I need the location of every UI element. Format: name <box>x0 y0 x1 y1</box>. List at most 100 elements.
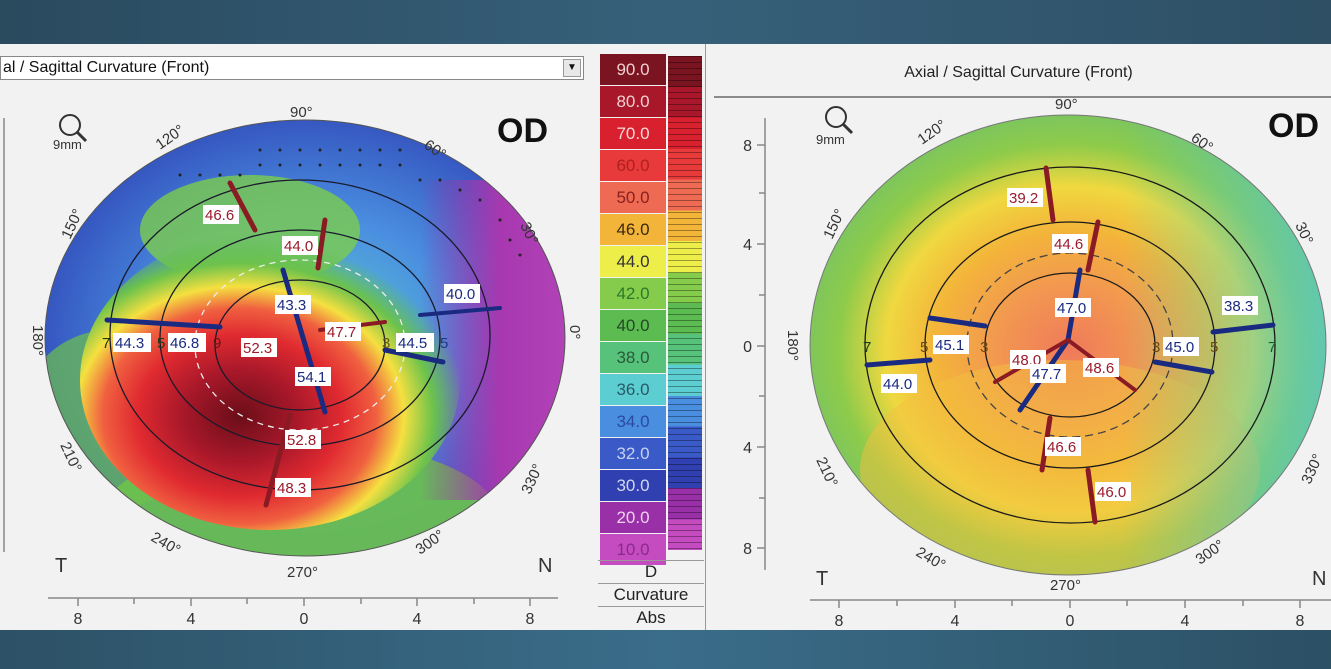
scale-step: 70.0 <box>600 118 666 149</box>
svg-text:4: 4 <box>951 613 960 630</box>
scale-type: Curvature <box>598 583 704 606</box>
svg-text:43.3: 43.3 <box>277 297 306 314</box>
top-decorative-band <box>0 0 1331 44</box>
left-curvature-map: 90° 120° 60° 150° 30° 180° 0° 210° 330° … <box>3 104 583 628</box>
svg-text:39.2: 39.2 <box>1009 190 1038 207</box>
scale-step: 32.0 <box>600 438 666 469</box>
scale-step: 30.0 <box>600 470 666 501</box>
angle-90: 90° <box>290 104 313 121</box>
svg-text:45.0: 45.0 <box>1165 339 1194 356</box>
value-label: 39.2 <box>1007 188 1043 207</box>
value-label: 44.0 <box>282 236 318 255</box>
svg-text:48.6: 48.6 <box>1085 360 1114 377</box>
svg-text:46.6: 46.6 <box>205 207 234 224</box>
magnifier-icon[interactable] <box>825 106 854 135</box>
svg-text:5: 5 <box>1210 339 1218 356</box>
svg-text:44.6: 44.6 <box>1054 236 1083 253</box>
scale-step: 44.0 <box>600 246 666 277</box>
scale-step: 90.0 <box>600 54 666 85</box>
svg-text:3: 3 <box>1152 339 1160 356</box>
value-label: 47.7 <box>1030 364 1066 383</box>
value-label: 43.3 <box>275 295 311 314</box>
svg-text:8: 8 <box>526 611 535 628</box>
svg-text:44.0: 44.0 <box>284 238 313 255</box>
svg-text:52.3: 52.3 <box>243 340 272 357</box>
value-label: 46.6 <box>1045 437 1081 456</box>
value-label: 52.8 <box>285 430 321 449</box>
angle-0: 0° <box>566 325 583 339</box>
scale-step: 80.0 <box>600 86 666 117</box>
scale-step: 46.0 <box>600 214 666 245</box>
zoom-label: 9mm <box>53 137 82 152</box>
value-label: 47.0 <box>1055 298 1091 317</box>
svg-text:46.6: 46.6 <box>1047 439 1076 456</box>
value-label: 44.5 <box>396 333 434 352</box>
value-label: 45.1 <box>933 335 969 354</box>
svg-text:7: 7 <box>1268 339 1276 356</box>
value-label: 46.6 <box>203 205 239 224</box>
svg-text:4: 4 <box>413 611 422 628</box>
svg-text:54.1: 54.1 <box>297 369 326 386</box>
zoom-label: 9mm <box>816 132 845 147</box>
value-label: 47.7 <box>325 322 361 341</box>
svg-text:44.5: 44.5 <box>398 335 427 352</box>
svg-text:47.0: 47.0 <box>1057 300 1086 317</box>
svg-text:4: 4 <box>743 237 752 254</box>
map-type-dropdown[interactable]: al / Sagittal Curvature (Front) ▼ <box>0 56 584 80</box>
value-label: 45.0 <box>1163 337 1199 356</box>
svg-text:8: 8 <box>835 613 844 630</box>
angle-240: 240° <box>148 529 183 559</box>
svg-text:4: 4 <box>743 440 752 457</box>
scale-step: 10.0 <box>600 534 666 565</box>
scale-step: 42.0 <box>600 278 666 309</box>
scale-step: 36.0 <box>600 374 666 405</box>
angle-210: 210° <box>812 455 841 490</box>
eye-label: OD <box>1268 107 1319 145</box>
svg-text:45.1: 45.1 <box>935 337 964 354</box>
scale-step: 38.0 <box>600 342 666 373</box>
temporal-label: T <box>816 568 828 590</box>
angle-240: 240° <box>913 544 948 574</box>
value-label: 44.6 <box>1052 234 1088 253</box>
scale-step: 60.0 <box>600 150 666 181</box>
svg-text:38.3: 38.3 <box>1224 298 1253 315</box>
svg-text:0: 0 <box>300 611 309 628</box>
scale-step: 20.0 <box>600 502 666 533</box>
angle-330: 330° <box>518 461 547 496</box>
value-label: 48.6 <box>1083 358 1119 377</box>
svg-text:9: 9 <box>213 335 221 352</box>
value-label: 48.3 <box>275 478 311 497</box>
scale-step: 34.0 <box>600 406 666 437</box>
svg-text:8: 8 <box>743 541 752 558</box>
value-label: 46.8 <box>168 333 206 352</box>
value-label: 44.3 <box>113 333 151 352</box>
svg-text:4: 4 <box>187 611 196 628</box>
left-map-panel: al / Sagittal Curvature (Front) ▼ <box>0 44 598 630</box>
svg-text:5: 5 <box>920 339 928 356</box>
dropdown-arrow-icon[interactable]: ▼ <box>563 59 581 77</box>
map-type-value: al / Sagittal Curvature (Front) <box>3 59 210 76</box>
svg-text:3: 3 <box>980 339 988 356</box>
title-divider <box>714 96 1331 98</box>
svg-text:7: 7 <box>102 335 110 352</box>
map-title: Axial / Sagittal Curvature (Front) <box>904 64 1133 81</box>
svg-text:5: 5 <box>157 335 165 352</box>
nasal-label: N <box>1312 568 1326 590</box>
svg-text:8: 8 <box>74 611 83 628</box>
eye-label: OD <box>497 112 548 150</box>
svg-text:4: 4 <box>1181 613 1190 630</box>
svg-text:52.8: 52.8 <box>287 432 316 449</box>
right-map-panel: Axial / Sagittal Curvature (Front) <box>706 44 1331 630</box>
svg-text:3: 3 <box>382 335 390 352</box>
svg-text:8: 8 <box>1296 613 1305 630</box>
angle-270: 270° <box>287 564 318 581</box>
value-label: 54.1 <box>295 367 331 386</box>
angle-180: 180° <box>784 330 801 361</box>
svg-text:47.7: 47.7 <box>327 324 356 341</box>
nasal-label: N <box>538 555 552 577</box>
svg-text:0: 0 <box>743 339 752 356</box>
magnifier-icon[interactable] <box>59 114 88 143</box>
fine-color-bar <box>668 56 702 550</box>
svg-text:40.0: 40.0 <box>446 286 475 303</box>
svg-text:44.3: 44.3 <box>115 335 144 352</box>
